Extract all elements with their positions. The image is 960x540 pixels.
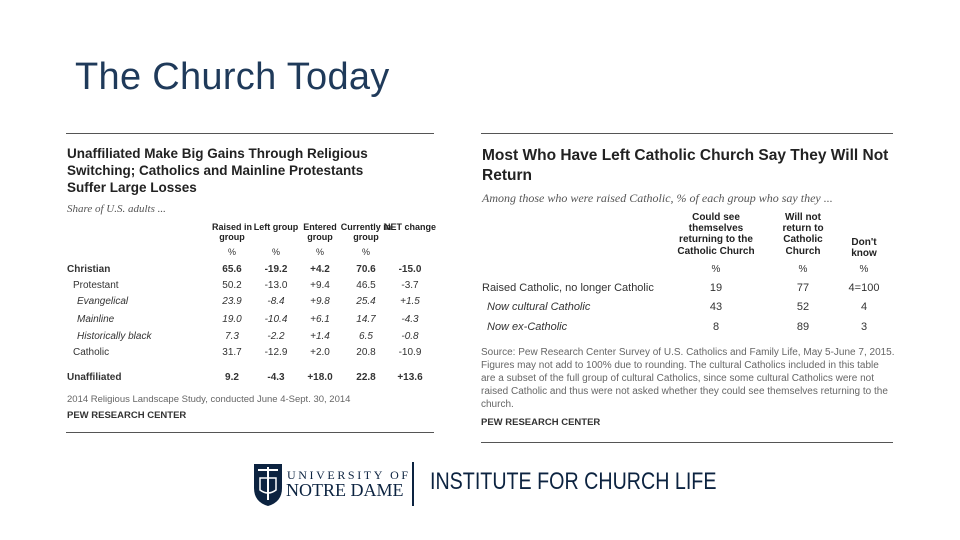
cell: 52 — [796, 301, 810, 313]
cell: 4=100 — [848, 282, 880, 294]
cell: +1.4 — [310, 331, 330, 342]
unit: % — [798, 264, 808, 275]
cell: 31.7 — [222, 347, 242, 358]
slide-title: The Church Today — [75, 56, 390, 98]
cell: +9.4 — [310, 280, 330, 291]
cell: 8 — [712, 321, 720, 333]
column-header: NET change — [384, 222, 437, 232]
row-label: Now cultural Catholic — [487, 301, 591, 313]
unit: % — [711, 264, 721, 275]
row-label: Catholic — [73, 347, 110, 358]
cell: -10.4 — [264, 314, 288, 325]
rule — [481, 442, 893, 443]
cell: 14.7 — [356, 314, 376, 325]
column-header: Left group — [253, 222, 299, 232]
column-header: Entered group — [303, 222, 337, 243]
column-header: Could see themselves returning to the Ca… — [677, 212, 755, 257]
rule — [66, 432, 434, 433]
cell: 77 — [796, 282, 810, 294]
cell: 4 — [860, 301, 868, 313]
cell: 46.5 — [356, 280, 376, 291]
cell: 22.8 — [356, 372, 376, 383]
cell: -3.7 — [401, 280, 419, 291]
cell: 7.3 — [225, 331, 239, 342]
cell: +18.0 — [307, 372, 333, 383]
cell: 43 — [709, 301, 723, 313]
unit: % — [361, 247, 370, 257]
cell: 65.6 — [222, 264, 242, 275]
table-subtitle: Share of U.S. adults ... — [67, 203, 166, 215]
unit: % — [227, 247, 236, 257]
column-header: Will not return to Catholic Church — [782, 212, 824, 257]
column-header: Currently in group — [340, 222, 392, 243]
cell: -15.0 — [398, 264, 422, 275]
cell: 20.8 — [356, 347, 376, 358]
table-note: 2014 Religious Landscape Study, conducte… — [67, 394, 351, 405]
cell: -4.3 — [401, 314, 419, 325]
table-subtitle: Among those who were raised Catholic, % … — [482, 191, 833, 205]
cell: -2.2 — [267, 331, 285, 342]
cell: 19.0 — [222, 314, 242, 325]
column-header: Raised in group — [211, 222, 252, 243]
cell: 23.9 — [222, 296, 242, 307]
unit: % — [271, 247, 280, 257]
institute-name: INSTITUTE FOR CHURCH LIFE — [430, 468, 717, 495]
row-label: Historically black — [77, 331, 152, 342]
university-name: NOTRE DAME — [286, 480, 404, 500]
table-title: Unaffiliated Make Big Gains Through Reli… — [67, 146, 368, 195]
row-label: Mainline — [77, 314, 115, 325]
row-label: Evangelical — [77, 296, 129, 307]
column-header: Don't know — [851, 237, 877, 260]
table-note: Source: Pew Research Center Survey of U.… — [481, 347, 895, 410]
cell: +2.0 — [310, 347, 330, 358]
cell: -19.2 — [264, 264, 288, 275]
cell: -8.4 — [267, 296, 285, 307]
cell: 19 — [709, 282, 723, 294]
cell: 3 — [860, 321, 868, 333]
table-source: PEW RESEARCH CENTER — [67, 410, 187, 421]
cell: -13.0 — [264, 280, 288, 291]
table-title: Most Who Have Left Catholic Church Say T… — [482, 147, 889, 184]
cell: +1.5 — [400, 296, 420, 307]
cell: 6.5 — [359, 331, 373, 342]
cell: -12.9 — [264, 347, 288, 358]
rule — [66, 133, 434, 134]
cell: +6.1 — [310, 314, 330, 325]
university-line: UNIVERSITY OF — [287, 468, 411, 482]
row-label: Now ex-Catholic — [487, 321, 568, 333]
cell: 50.2 — [222, 280, 242, 291]
cell: +4.2 — [310, 264, 330, 275]
row-label: Christian — [67, 264, 111, 275]
cell: 70.6 — [356, 264, 376, 275]
cell: -10.9 — [398, 347, 422, 358]
cell: 89 — [796, 321, 810, 333]
unit: % — [859, 264, 869, 275]
cell: 9.2 — [225, 372, 239, 383]
cell: +13.6 — [397, 372, 423, 383]
row-label: Raised Catholic, no longer Catholic — [482, 282, 654, 294]
unit: % — [315, 247, 324, 257]
table-source: PEW RESEARCH CENTER — [481, 417, 601, 428]
divider — [412, 462, 414, 506]
cell: +9.8 — [310, 296, 330, 307]
shield-logo — [254, 464, 282, 506]
cell: -4.3 — [267, 372, 285, 383]
row-label: Unaffiliated — [67, 372, 122, 383]
rule — [481, 133, 893, 134]
cell: 25.4 — [356, 296, 376, 307]
cell: -0.8 — [401, 331, 419, 342]
row-label: Protestant — [73, 280, 119, 291]
